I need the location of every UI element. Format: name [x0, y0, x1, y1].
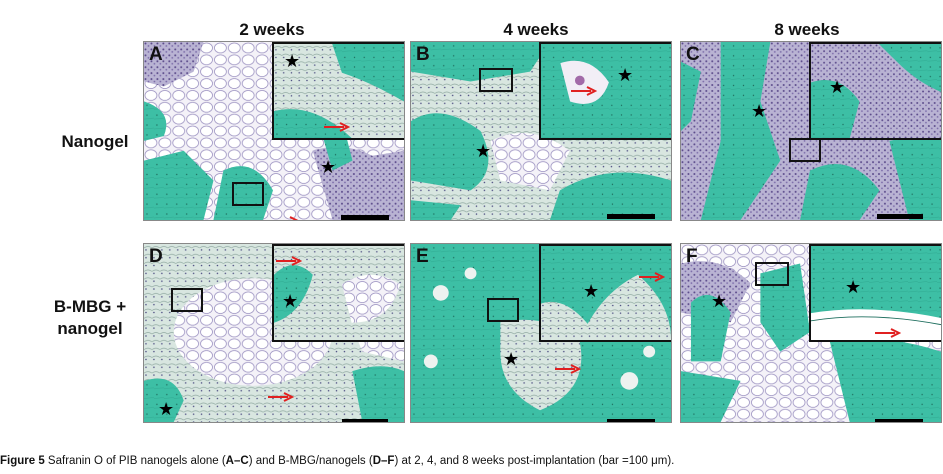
red-arrow-icon [875, 328, 901, 338]
star-marker-icon: ★ [829, 77, 846, 97]
panel-b-roi-box [479, 68, 513, 92]
star-marker-icon: ★ [158, 399, 175, 419]
panel-f: F ★ ★ [680, 243, 942, 423]
caption-text-1: Safranin O of PIB nanogels alone ( [44, 455, 226, 467]
caption-range-2-start: D [372, 455, 382, 467]
panel-b-inset [539, 42, 671, 140]
panel-label-d: D [149, 246, 163, 267]
star-marker-icon: ★ [282, 291, 299, 311]
scale-bar [607, 419, 655, 422]
scale-bar [342, 419, 388, 422]
panel-c: C ★ ★ [680, 41, 942, 221]
scale-bar [341, 215, 389, 220]
panel-a-inset [272, 42, 404, 140]
caption-figure-label: Figure 5 [0, 455, 45, 467]
caption-text-3: ) at 2, 4, and 8 weeks post-implantation… [394, 455, 675, 467]
panel-a: A ★ ★ [143, 41, 405, 221]
red-arrow-icon [289, 216, 299, 220]
row-label-line-2: nanogel [57, 319, 123, 338]
star-marker-icon: ★ [475, 141, 492, 161]
caption-dash-1: – [233, 455, 241, 467]
red-arrow-icon [268, 392, 294, 402]
caption-range-1-start: A [225, 455, 234, 467]
star-marker-icon: ★ [845, 277, 862, 297]
star-marker-icon: ★ [711, 291, 728, 311]
row-label-bmbg-nanogel: B-MBG + nanogel [40, 296, 140, 340]
panel-c-inset [809, 42, 941, 140]
panel-c-roi-box [789, 138, 821, 162]
caption-range-2-end: F [387, 455, 395, 467]
star-marker-icon: ★ [284, 51, 301, 71]
panel-label-a: A [149, 44, 163, 65]
red-arrow-icon [324, 122, 350, 132]
red-arrow-icon [639, 272, 665, 282]
panel-label-c: C [686, 44, 700, 65]
caption-dash-2: – [381, 455, 388, 467]
panel-b: B ★ ★ [410, 41, 672, 221]
panel-e: E ★ ★ [410, 243, 672, 423]
column-label-4-weeks: 4 weeks [503, 20, 569, 39]
scale-bar [875, 419, 923, 422]
red-arrow-icon [276, 256, 302, 266]
column-label-2-weeks: 2 weeks [239, 20, 305, 39]
star-marker-icon: ★ [751, 101, 768, 121]
scale-bar [607, 214, 655, 219]
panel-a-roi-box [232, 182, 264, 206]
panel-label-f: F [686, 246, 698, 267]
star-marker-icon: ★ [583, 281, 600, 301]
panel-f-roi-box [755, 262, 789, 286]
scale-bar [877, 214, 923, 219]
panel-label-e: E [416, 246, 429, 267]
row-label-nanogel: Nanogel [61, 132, 129, 151]
panel-e-roi-box [487, 298, 519, 322]
star-marker-icon: ★ [320, 157, 337, 177]
caption-range-1-end: C [240, 455, 249, 467]
panel-d: D ★ ★ [143, 243, 405, 423]
panel-label-b: B [416, 44, 430, 65]
row-label-line-1: B-MBG + [53, 297, 127, 316]
red-arrow-icon [571, 86, 597, 96]
panel-d-roi-box [171, 288, 203, 312]
red-arrow-icon [555, 364, 581, 374]
column-label-8-weeks: 8 weeks [774, 20, 840, 39]
panel-f-inset [809, 244, 941, 342]
figure-caption: Figure 5 Safranin O of PIB nanogels alon… [0, 455, 674, 467]
star-marker-icon: ★ [503, 349, 520, 369]
panel-e-inset [539, 244, 671, 342]
star-marker-icon: ★ [617, 65, 634, 85]
caption-text-2: ) and B-MBG/nanogels ( [248, 455, 373, 467]
